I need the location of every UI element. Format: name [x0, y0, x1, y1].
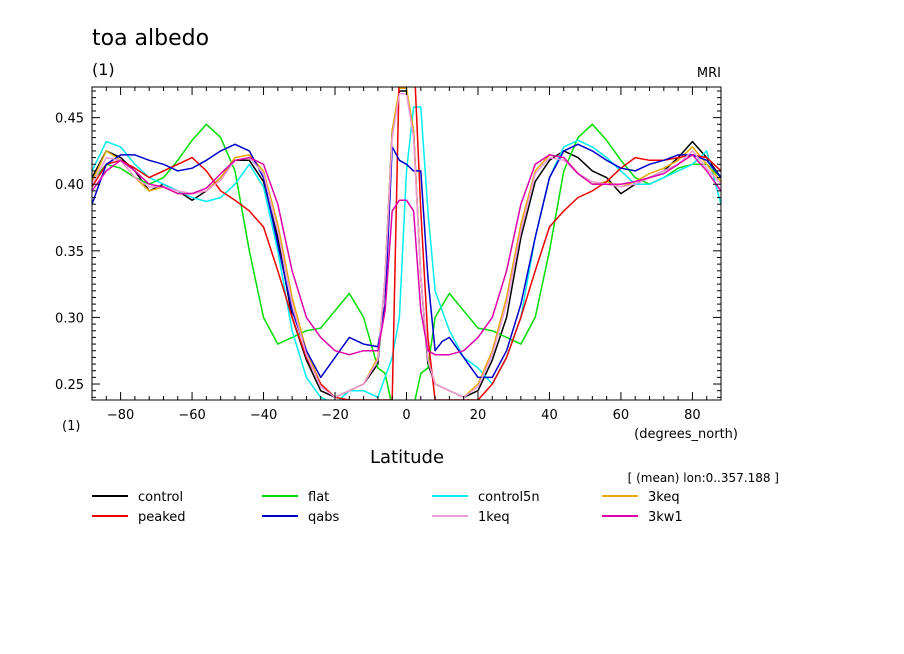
x-tick-label: 60 — [613, 408, 630, 423]
y-tick-label: 0.30 — [55, 311, 84, 326]
series-line-1keq — [92, 92, 721, 399]
legend-label-3kw1: 3kw1 — [648, 510, 683, 525]
series-line-control — [92, 90, 721, 399]
legend-label-peaked: peaked — [138, 510, 186, 525]
axis-layer: −80 −60 −40 −20 0 20 40 60 80 0.25 0.30 0.35 0.40 0.4… — [55, 87, 722, 423]
y-tick-label: 0.35 — [55, 245, 84, 260]
y-tick-label: 0.25 — [55, 378, 84, 393]
x-tick-label: −60 — [178, 408, 205, 423]
series-line-control5n — [92, 106, 721, 400]
series-layer — [92, 87, 721, 400]
legend: control peaked flat qabs control5n 1keq 3keq 3k… — [92, 490, 683, 525]
legend-label-control: control — [138, 490, 183, 505]
x-tick-label: 0 — [402, 408, 410, 423]
series-line-qabs — [92, 143, 721, 379]
source-label: MRI — [697, 66, 721, 81]
legend-label-3keq: 3keq — [648, 490, 680, 505]
y-tick-label: 0.40 — [55, 178, 84, 193]
x-axis-title: Latitude — [370, 447, 444, 468]
x-tick-label: −80 — [107, 408, 134, 423]
y-tick-label: 0.45 — [55, 112, 84, 127]
chart-subtitle: [ (mean) lon:0..357.188 ] — [628, 471, 779, 485]
series-line-flat — [92, 123, 721, 400]
series-line-3keq — [92, 87, 721, 399]
y-unit-label: (1) — [92, 60, 115, 79]
chart-title: toa albedo — [92, 26, 209, 51]
legend-label-qabs: qabs — [308, 510, 339, 525]
x-tick-label: 40 — [541, 408, 558, 423]
legend-label-flat: flat — [308, 490, 329, 505]
x-tick-label: −40 — [250, 408, 277, 423]
x-tick-label: 80 — [684, 408, 701, 423]
plot-frame — [91, 86, 722, 401]
x-unit-left-label: (1) — [62, 419, 80, 434]
legend-label-1keq: 1keq — [478, 510, 510, 525]
series-line-peaked — [92, 87, 721, 400]
series-line-3kw1 — [92, 154, 721, 356]
x-tick-label: −20 — [321, 408, 348, 423]
legend-label-control5n: control5n — [478, 490, 540, 505]
x-tick-label: 20 — [470, 408, 487, 423]
x-unit-label: (degrees_north) — [634, 427, 738, 442]
